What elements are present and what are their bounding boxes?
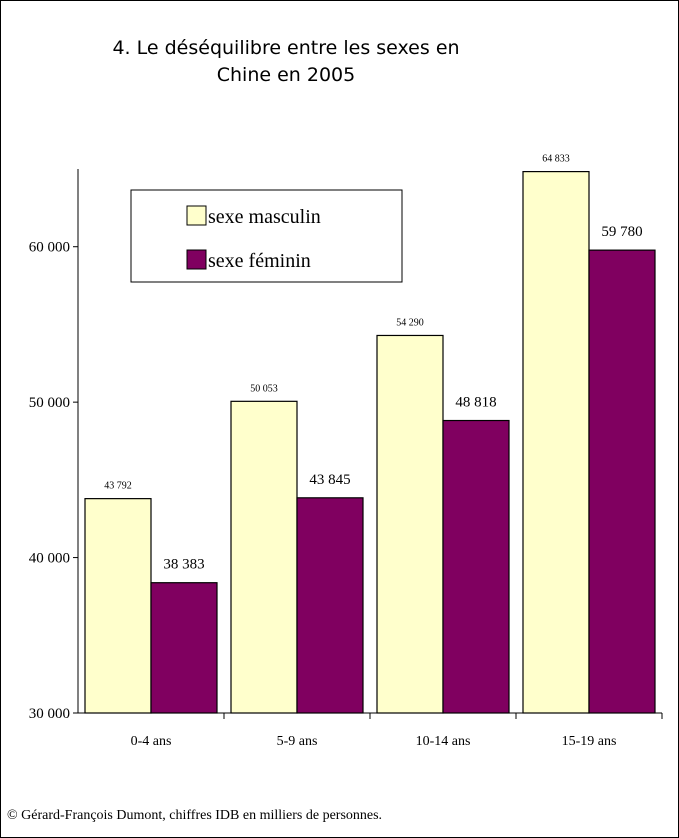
y-tick-label: 50 000 xyxy=(29,395,70,411)
bar-masculin xyxy=(522,170,590,714)
bars: 43 792 38 383 50 053 43 845 54 290 48 818 64 8… xyxy=(84,154,656,714)
data-label: 50 053 xyxy=(250,383,278,394)
x-category-label: 10-14 ans xyxy=(416,734,471,749)
source-credit: © Gérard-François Dumont, chiffres IDB e… xyxy=(7,808,383,823)
y-tick-label: 40 000 xyxy=(29,551,70,567)
x-category-label: 0-4 ans xyxy=(131,734,172,749)
x-category-label: 15-19 ans xyxy=(562,734,617,749)
bar-feminin xyxy=(150,582,218,714)
legend-swatch xyxy=(186,249,207,270)
chart-title-line-1: 4. Le déséquilibre entre les sexes en xyxy=(112,37,460,59)
legend-box xyxy=(130,189,403,283)
x-category-label: 5-9 ans xyxy=(277,734,318,749)
bar-masculin xyxy=(84,498,152,714)
chart-title: 4. Le déséquilibre entre les sexes en Ch… xyxy=(61,35,511,89)
bar-feminin xyxy=(296,497,364,714)
legend: sexe masculin sexe féminin xyxy=(130,189,403,283)
data-label: 64 833 xyxy=(542,154,570,165)
y-tick-label: 60 000 xyxy=(29,240,70,256)
data-label: 54 290 xyxy=(396,317,424,328)
data-label: 43 792 xyxy=(104,481,132,492)
bar-feminin xyxy=(588,249,656,714)
data-label: 43 845 xyxy=(309,472,350,488)
data-label: 48 818 xyxy=(455,395,496,411)
bar-chart: 30 000 40 000 50 000 60 000 0-4 ans 5-9 ans 10… xyxy=(29,154,663,749)
chart-title-line-2: Chine en 2005 xyxy=(216,64,356,86)
bar-masculin xyxy=(230,400,298,714)
bar-masculin xyxy=(376,334,444,714)
legend-label: sexe masculin xyxy=(208,206,321,228)
bar-feminin xyxy=(442,419,510,714)
legend-swatch xyxy=(186,205,207,226)
y-tick-label: 30 000 xyxy=(29,706,70,722)
legend-label: sexe féminin xyxy=(208,250,311,272)
data-label: 59 780 xyxy=(601,224,642,240)
data-label: 38 383 xyxy=(163,557,204,573)
